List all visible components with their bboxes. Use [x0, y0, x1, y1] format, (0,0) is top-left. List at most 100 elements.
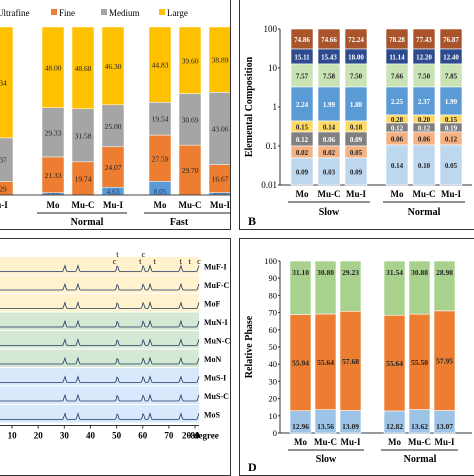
y-tick-label: 90	[269, 273, 278, 283]
legend-swatch	[51, 9, 57, 15]
x-tick-label: 40	[86, 431, 96, 441]
data-label: 0.06	[323, 136, 336, 144]
data-label: 0.09	[350, 169, 363, 177]
bar-segment	[71, 26, 95, 110]
bar-segment	[178, 26, 202, 94]
y-tick-label: 50	[269, 342, 278, 352]
bar-segment	[208, 26, 230, 93]
y-tick-label: 0.01	[261, 180, 277, 190]
xrd-trace	[0, 338, 200, 346]
data-label: 1.99	[323, 101, 336, 109]
data-label: 28.98	[436, 268, 453, 277]
data-label: 0.05	[350, 149, 363, 157]
tick-label: Mo	[47, 200, 60, 210]
panel-label: B	[248, 214, 256, 228]
trace-band	[0, 275, 199, 293]
data-label: 0.28	[391, 116, 404, 124]
data-label: 0.14	[323, 124, 336, 132]
x-tick-label: Mu-C	[413, 189, 436, 199]
group-label: Normal	[71, 217, 104, 228]
group-label: Normal	[408, 207, 441, 218]
data-label: 0.15	[445, 116, 458, 124]
x-tick-label: 50	[112, 431, 122, 441]
data-label: 7.66	[391, 73, 404, 81]
data-label: 0.12	[445, 136, 458, 144]
data-label: 0.02	[323, 149, 336, 157]
data-label: 39.60	[182, 56, 199, 65]
xrd-trace	[0, 282, 200, 291]
data-label: 19.54	[152, 115, 169, 124]
data-label: 13.62	[411, 422, 428, 431]
data-label: 74.66	[321, 36, 337, 44]
data-label: 48.00	[45, 63, 62, 72]
x-tick-label: 60	[138, 431, 148, 441]
x-tick-label: Mu-C	[408, 437, 431, 447]
bar-segment	[433, 260, 456, 312]
data-label: 8.05	[153, 187, 166, 196]
data-label: 31.58	[75, 131, 92, 140]
y-tick-label: 30	[269, 376, 278, 386]
data-label: 29.33	[45, 128, 62, 137]
y-tick-label: 100	[264, 24, 278, 34]
y-tick-label: 40	[269, 359, 278, 369]
data-label: 7.50	[418, 73, 431, 81]
bar-segment	[314, 260, 337, 315]
data-label: 2.25	[391, 98, 404, 106]
x-tick-label: Mo	[388, 437, 401, 447]
legend-label: Large	[167, 8, 188, 18]
data-label: 30.88	[411, 268, 428, 277]
data-label: 55.50	[411, 358, 428, 367]
data-label: 46.30	[105, 62, 122, 71]
tick-label: Mu-C	[179, 200, 202, 210]
y-tick-label: 10	[268, 63, 278, 73]
x-tick-label: 20	[34, 431, 44, 441]
data-label: 12.82	[386, 422, 403, 431]
data-label: 43.06	[212, 124, 229, 133]
data-label: 0.12	[296, 136, 309, 144]
data-label: 12.96	[292, 422, 309, 431]
bar-segment	[289, 260, 312, 315]
y-tick-label: 1	[273, 102, 278, 112]
data-label: 25.00	[105, 122, 122, 131]
data-label: 12.20	[416, 54, 432, 62]
xrd-trace	[0, 375, 200, 383]
data-label: 57.95	[436, 357, 453, 366]
data-label: 2.24	[296, 101, 309, 109]
data-label: 11.14	[389, 54, 405, 62]
data-label: 21.33	[45, 171, 62, 180]
data-label: 0.03	[323, 169, 336, 177]
peak-label: t	[189, 257, 192, 266]
y-tick-label: 20	[269, 394, 278, 404]
trace-band	[0, 294, 199, 312]
peak-label: t	[153, 257, 156, 266]
legend-label: Fine	[59, 8, 75, 18]
data-label: 0.02	[296, 149, 309, 157]
data-label: 74.86	[294, 36, 310, 44]
data-label: .34	[0, 78, 7, 87]
data-label: 0.12	[418, 125, 431, 133]
data-label: 2.37	[418, 98, 431, 106]
data-label: 0.14	[391, 162, 404, 170]
y-tick-label: 70	[269, 308, 278, 318]
bar-segment	[290, 157, 314, 186]
y-axis-label: Elemental Composition	[244, 56, 255, 157]
data-label: 0.18	[350, 124, 363, 132]
x-tick-label: Mo	[294, 437, 307, 447]
data-label: 24.07	[105, 163, 122, 172]
bar-segment	[101, 26, 125, 106]
data-label: 15.43	[321, 54, 337, 62]
y-tick-label: 10	[269, 411, 278, 421]
y-tick-label: 60	[269, 325, 278, 335]
trace-label: MuS-C	[204, 392, 229, 401]
data-label: 57.68	[342, 357, 359, 366]
trace-band	[0, 386, 199, 404]
panel-c-xrd: MuF-I MuF-C MoF MuN-I MuN-C MoN MuS-I MuS-C MoS c…	[0, 238, 231, 476]
data-label: 0.09	[296, 169, 309, 177]
data-label: 29.70	[182, 166, 199, 175]
peak-label: t	[139, 257, 142, 266]
panel-a-chart: UltrafineFineMediumLarge.29.37.341.3321.…	[0, 8, 230, 228]
data-label: 27.59	[152, 154, 169, 163]
trace-band	[0, 368, 199, 386]
group-label: Slow	[316, 454, 337, 465]
